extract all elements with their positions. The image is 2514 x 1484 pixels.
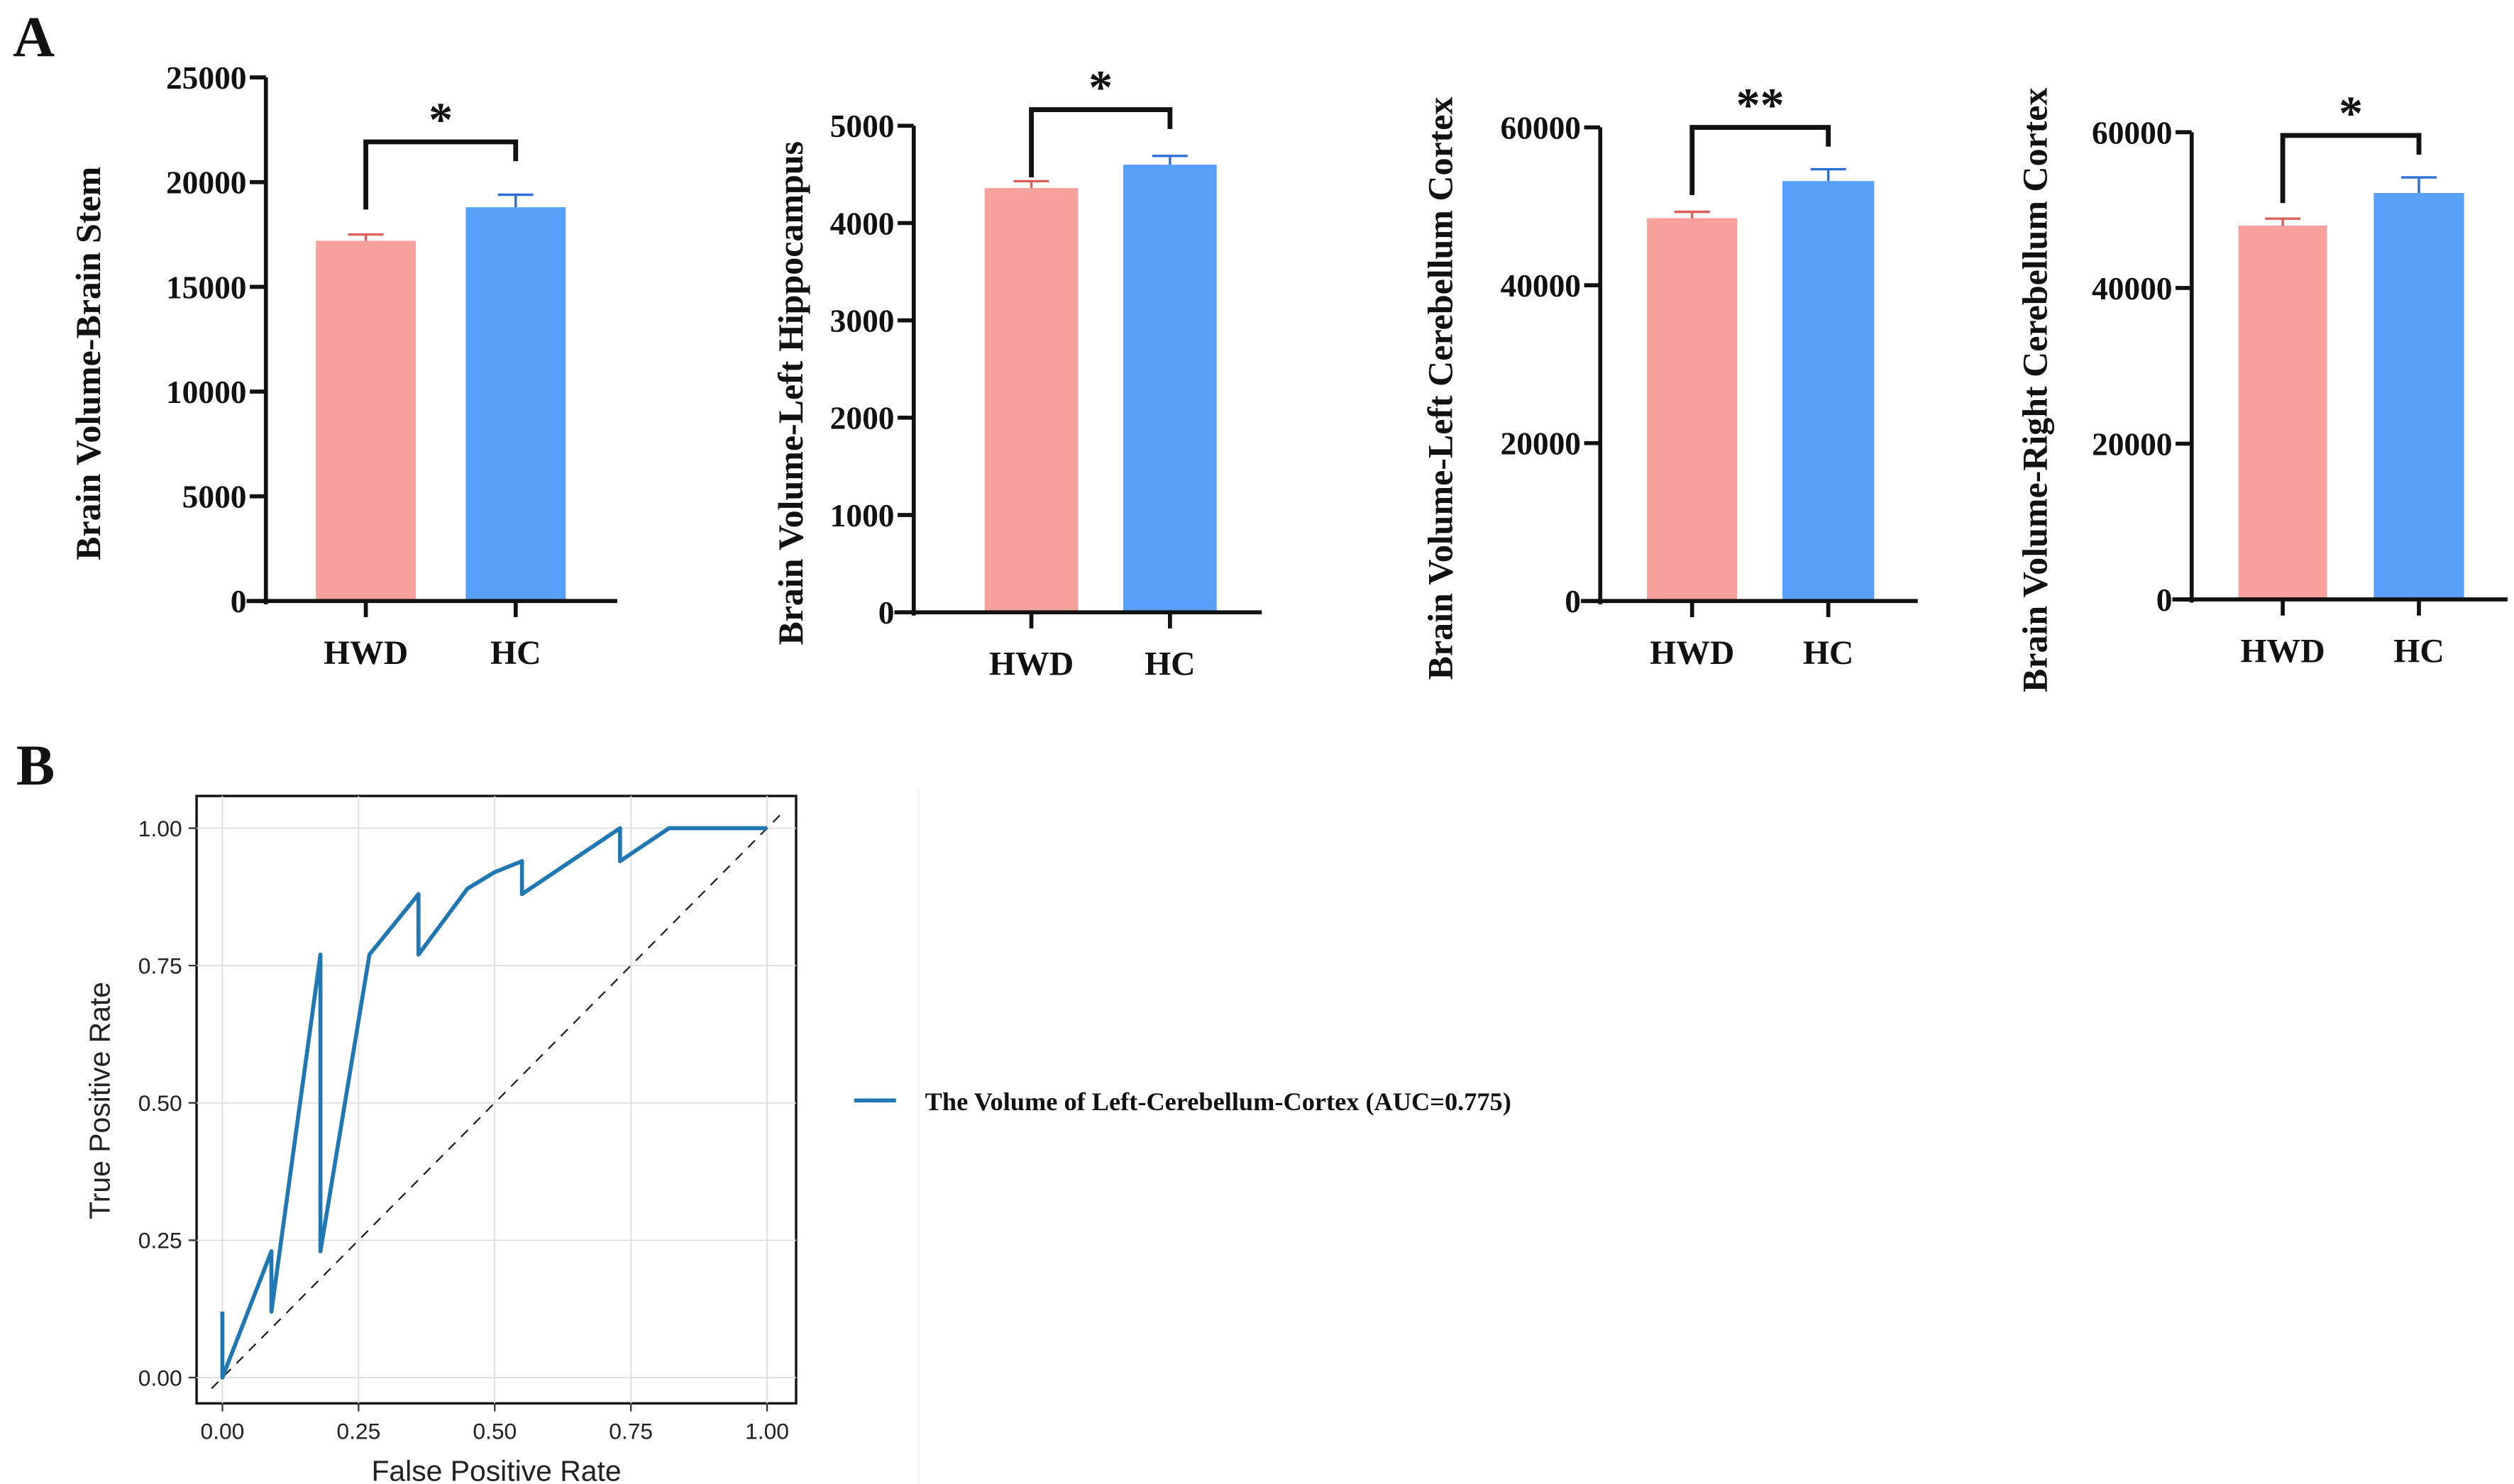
significance-label: * <box>2339 86 2363 140</box>
y-tick-label: 1000 <box>830 498 895 533</box>
x-tick-label: HWD <box>2240 633 2325 670</box>
panel-label-a: A <box>13 5 55 70</box>
x-tick-label: HWD <box>324 635 408 672</box>
bar-chart-2: HWD HC 0 1000 2000 3000 4000 5000 * Brain Volume-… <box>771 60 1262 683</box>
bar-HC <box>1123 165 1217 613</box>
significance-bracket <box>2280 133 2422 204</box>
y-tick-label: 5000 <box>830 109 895 144</box>
y-axis-label: True Positive Rate <box>83 982 116 1219</box>
y-axis-label: Brain Volume-Right Cerebellum Cortex <box>2014 88 2054 692</box>
significance-label: ** <box>1736 77 1785 131</box>
x-tick-label: 0.50 <box>473 1418 517 1444</box>
y-tick-label: 15000 <box>166 270 247 305</box>
x-tick-label: 0.75 <box>609 1418 653 1444</box>
y-tick-label: 60000 <box>1500 110 1581 145</box>
y-tick-label: 0 <box>878 595 895 631</box>
y-tick-label: 0.00 <box>138 1365 182 1390</box>
significance-label: * <box>429 92 453 146</box>
x-axis-label: False Positive Rate <box>371 1454 621 1484</box>
y-tick-label: 20000 <box>1500 426 1581 462</box>
significance-label: * <box>1088 60 1113 113</box>
bar-chart-1: HWD HC 0 5000 10000 15000 20000 25000 * Brain Vol… <box>68 60 617 672</box>
bar-HC <box>465 207 566 602</box>
y-tick-label: 0.50 <box>138 1090 182 1116</box>
y-tick-label: 1.00 <box>138 816 182 841</box>
bar-HC <box>1782 181 1875 602</box>
y-tick-label: 40000 <box>1500 268 1581 304</box>
y-tick-label: 5000 <box>182 480 247 515</box>
y-tick-label: 0 <box>231 584 247 619</box>
x-tick-label: 0.00 <box>200 1418 244 1444</box>
y-tick-label: 10000 <box>166 375 247 410</box>
y-tick-label: 0.75 <box>138 953 182 978</box>
y-tick-label: 25000 <box>166 60 247 96</box>
x-tick-label: 0.25 <box>336 1418 380 1444</box>
x-tick-label: 1.00 <box>745 1418 789 1444</box>
y-tick-label: 0.25 <box>138 1228 182 1253</box>
x-tick-label: HC <box>490 635 541 672</box>
y-axis-label: Brain Volume-Left Cerebellum Cortex <box>1420 97 1460 680</box>
y-tick-label: 40000 <box>2092 271 2173 306</box>
y-tick-label: 0 <box>2156 582 2173 618</box>
x-tick-label: HWD <box>1650 635 1734 672</box>
y-tick-label: 3000 <box>830 304 895 339</box>
y-axis-label: Brain Volume-Left Hippocampus <box>771 141 810 646</box>
reference-diagonal <box>211 811 784 1390</box>
bar-HWD <box>1647 218 1738 602</box>
significance-bracket <box>363 139 519 210</box>
y-tick-label: 20000 <box>2092 426 2173 462</box>
y-tick-label: 60000 <box>2092 115 2173 150</box>
plot-panel <box>195 794 798 1405</box>
y-tick-label: 4000 <box>830 206 895 241</box>
x-tick-label: HC <box>1145 646 1196 683</box>
y-tick-label: 20000 <box>166 165 247 201</box>
bar-chart-4: HWD HC 0 20000 40000 60000 * Brain Volume-Right… <box>2014 86 2508 692</box>
x-tick-label: HWD <box>989 646 1074 683</box>
roc-curve <box>220 826 768 1380</box>
y-tick-label: 0 <box>1565 584 1581 619</box>
x-tick-label: HC <box>2393 633 2444 670</box>
y-tick-label: 2000 <box>830 401 895 436</box>
y-axis-label: Brain Volume-Brain Stem <box>68 167 108 560</box>
bar-HWD <box>316 240 416 602</box>
bar-HC <box>2374 192 2464 600</box>
significance-bracket <box>1029 107 1173 177</box>
bar-chart-3: HWD HC 0 20000 40000 60000 ** Brain Volume-Left… <box>1420 77 1918 680</box>
legend-label: The Volume of Left-Cerebellum-Cortex (AU… <box>925 1087 1511 1116</box>
significance-bracket <box>1689 125 1831 195</box>
bar-HWD <box>2238 226 2327 600</box>
x-tick-label: HC <box>1803 635 1854 672</box>
bar-HWD <box>984 188 1079 613</box>
panel-label-b: B <box>16 733 55 797</box>
